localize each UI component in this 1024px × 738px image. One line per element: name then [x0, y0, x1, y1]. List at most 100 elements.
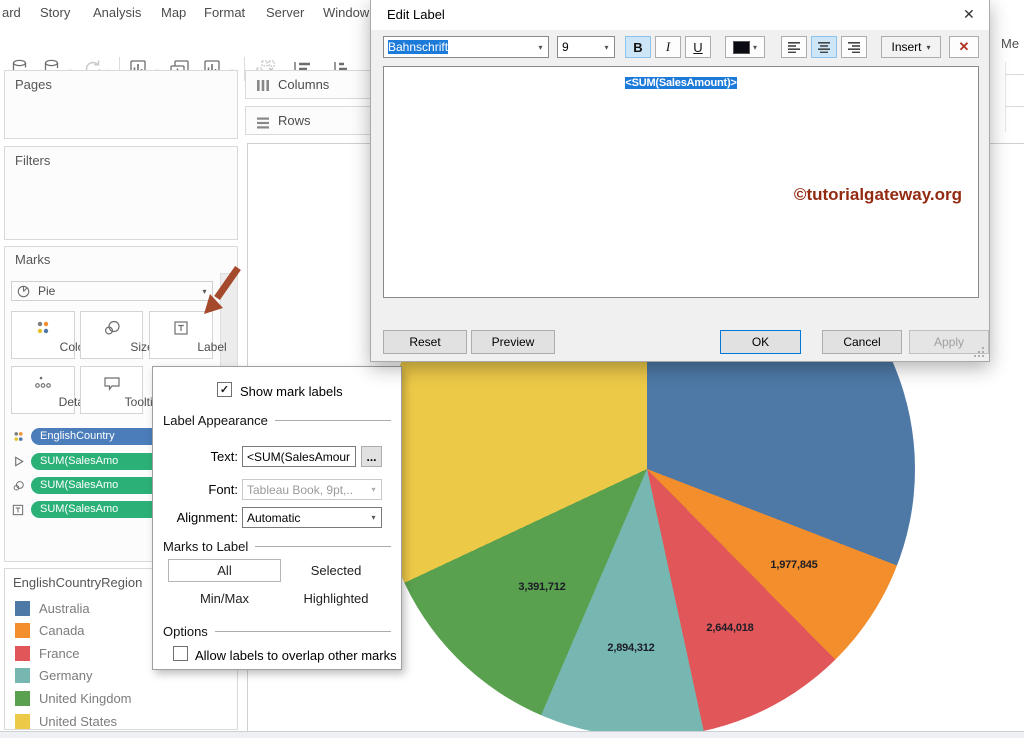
insert-caret-icon: ▾ [926, 42, 931, 52]
font-size-combo[interactable]: 9 ▾ [557, 36, 615, 58]
marks-to-label-selected-button[interactable]: Selected [310, 563, 362, 578]
marks-to-label-all-button[interactable]: All [168, 559, 281, 582]
insert-button-label: Insert [891, 40, 922, 54]
menu-item-story[interactable]: Story [40, 5, 71, 20]
pill-color-englishcountry[interactable]: EnglishCountry [31, 428, 165, 445]
pie-label-canada: 1,977,845 [770, 559, 818, 571]
label-appearance-section: Label Appearance [163, 413, 391, 428]
text-field-label: Text: [210, 449, 238, 464]
size-button[interactable]: Size [80, 311, 154, 359]
bold-button[interactable]: B [625, 36, 651, 58]
pages-shelf[interactable]: Pages [4, 70, 238, 139]
watermark: ©tutorialgateway.org [793, 185, 962, 204]
align-right-icon [848, 42, 860, 53]
dialog-close-icon[interactable]: ✕ [963, 6, 975, 22]
angle-target-icon [9, 453, 27, 470]
legend-label: United States [39, 713, 118, 729]
filters-shelf[interactable]: Filters [4, 146, 238, 240]
font-size-value: 9 [562, 40, 569, 54]
menu-item-analysis[interactable]: Analysis [93, 5, 142, 20]
marks-to-label-section: Marks to Label [163, 539, 391, 554]
legend-item-france[interactable]: France [15, 645, 79, 661]
menu-item-format[interactable]: Format [204, 5, 246, 20]
tooltip-button[interactable]: Tooltip [80, 366, 159, 414]
columns-shelf-label: Columns [278, 77, 330, 92]
edit-label-ellipsis-button[interactable]: ... [361, 446, 382, 467]
legend-swatch [15, 667, 30, 683]
clear-formatting-button[interactable]: ✕ [949, 36, 979, 58]
overlap-labels-checkbox[interactable] [173, 646, 188, 661]
cancel-button[interactable]: Cancel [822, 330, 902, 354]
detail-button[interactable]: Detail [11, 366, 89, 414]
alignment-field-label: Alignment: [176, 510, 238, 525]
menu-item-server[interactable]: Server [266, 5, 305, 20]
dialog-title-bar[interactable]: Edit Label ✕ [371, 0, 989, 30]
ok-button[interactable]: OK [720, 330, 801, 354]
legend-item-germany[interactable]: Germany [15, 667, 92, 683]
legend-item-canada[interactable]: Canada [15, 622, 85, 638]
label-font-dropdown[interactable]: Tableau Book, 9pt,.. ▾ [242, 479, 382, 500]
marks-card-title: Marks [15, 252, 51, 267]
font-color-button[interactable]: ▾ [725, 36, 765, 58]
mark-type-value: Pie [38, 284, 56, 298]
label-alignment-dropdown[interactable]: Automatic ▾ [242, 507, 382, 528]
legend-swatch [15, 622, 30, 638]
marks-to-label-highlighted-button[interactable]: Highlighted [303, 591, 369, 606]
insert-button[interactable]: Insert ▾ [881, 36, 941, 58]
pie-label-germany: 2,894,312 [607, 642, 655, 654]
menu-item-map[interactable]: Map [161, 5, 187, 20]
italic-button[interactable]: I [655, 36, 681, 58]
legend-item-united-kingdom[interactable]: United Kingdom [15, 690, 132, 706]
color-button[interactable]: Color [11, 311, 88, 359]
marks-to-label-minmax-button[interactable]: Min/Max [199, 591, 250, 606]
legend-item-australia[interactable]: Australia [15, 600, 90, 616]
menu-item-window[interactable]: Window [323, 5, 370, 20]
font-field-label: Font: [208, 482, 238, 497]
font-family-value: Bahnschrift [388, 40, 449, 54]
font-family-combo[interactable]: Bahnschrift ▾ [383, 36, 549, 58]
show-mark-labels-label: Show mark labels [240, 384, 343, 399]
preview-button[interactable]: Preview [471, 330, 555, 354]
status-bar [0, 731, 1024, 738]
color-icon [12, 319, 74, 336]
edit-label-dialog: Edit Label ✕ Bahnschrift ▾ 9 ▾ B I U ▾ [370, 0, 990, 362]
label-body-text: <SUM(SalesAmount)> [625, 77, 737, 89]
align-left-button[interactable] [781, 36, 807, 58]
legend-label: France [39, 645, 80, 661]
align-center-button[interactable] [811, 36, 837, 58]
legend-label: United Kingdom [39, 690, 132, 706]
apply-button[interactable]: Apply [909, 330, 989, 354]
underline-button[interactable]: U [685, 36, 711, 58]
font-dropdown-caret-icon: ▾ [371, 485, 376, 494]
dialog-resize-grip[interactable] [973, 346, 985, 358]
mark-type-dropdown[interactable]: Pie ▾ [11, 281, 213, 301]
menu-item-dashboard[interactable]: ard [2, 5, 21, 20]
overlap-labels-label: Allow labels to overlap other marks [195, 648, 397, 663]
tooltip-icon [81, 374, 142, 392]
options-section: Options [163, 624, 391, 639]
marks-to-label-title: Marks to Label [163, 539, 249, 554]
label-text-input[interactable]: <SUM(SalesAmour [242, 446, 356, 467]
size-target-icon [9, 477, 27, 494]
legend-label: Australia [39, 600, 90, 616]
filters-shelf-title: Filters [15, 153, 51, 168]
font-color-swatch [732, 40, 750, 54]
size-icon [81, 319, 142, 337]
pie-label-united-kingdom: 3,391,712 [518, 581, 566, 593]
panel-edge-line [1005, 62, 1006, 132]
show-mark-labels-checkbox[interactable]: ✓ [217, 382, 232, 397]
legend-item-united-states[interactable]: United States [15, 713, 117, 729]
label-text-area[interactable]: <SUM(SalesAmount)> ©tutorialgateway.org [383, 66, 979, 298]
align-right-button[interactable] [841, 36, 867, 58]
label-button[interactable]: Label [149, 311, 227, 359]
pill-angle-salesamount[interactable]: SUM(SalesAmo [31, 453, 165, 470]
pill-size-salesamount[interactable]: SUM(SalesAmo [31, 477, 165, 494]
toolbar-divider [119, 57, 120, 81]
pill-label-salesamount[interactable]: SUM(SalesAmo [31, 501, 165, 518]
size-button-label: Size [130, 340, 154, 354]
reset-button[interactable]: Reset [383, 330, 467, 354]
color-target-icon [9, 428, 27, 445]
show-me-label[interactable]: Me [1001, 36, 1020, 51]
font-family-caret-icon: ▾ [538, 42, 543, 52]
